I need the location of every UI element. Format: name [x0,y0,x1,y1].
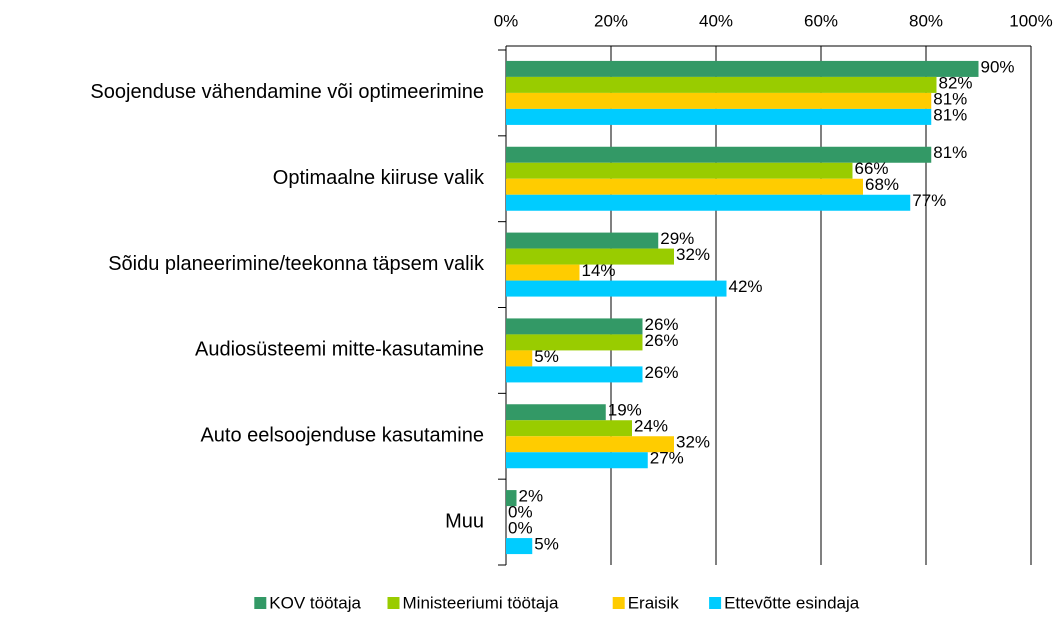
value-label: 2% [519,487,544,506]
legend-label: KOV töötaja [269,593,361,612]
bar [506,76,937,93]
bar [506,162,853,179]
x-tick-label: 100% [1009,11,1052,30]
value-label: 0% [508,519,533,538]
value-label: 81% [933,89,967,108]
bar [506,318,643,335]
y-tick-label: Muu [445,510,484,532]
x-tick-label: 80% [909,11,943,30]
y-tick-label: Optimaalne kiiruse valik [273,167,485,189]
y-tick-label: Audiosüsteemi mitte-kasutamine [195,339,484,361]
bar [506,60,979,77]
value-label: 19% [608,401,642,420]
legend-label: Ettevõtte esindaja [724,593,860,612]
bar [506,280,727,297]
bar [506,92,932,109]
legend-swatch [709,597,722,609]
value-label: 26% [645,315,679,334]
legend-swatch [612,597,625,609]
bar [506,178,863,195]
bar [506,350,533,367]
value-label: 14% [582,261,616,280]
bar [506,404,606,421]
x-tick-label: 40% [699,11,733,30]
value-label: 24% [634,417,668,436]
bar [506,334,643,351]
bar [506,366,643,383]
value-label: 5% [534,535,559,554]
value-label: 5% [534,347,559,366]
value-label: 42% [729,277,763,296]
legend-swatch [254,597,267,609]
bar [506,108,932,125]
value-label: 77% [912,191,946,210]
x-tick-label: 0% [494,11,519,30]
value-label: 90% [981,57,1015,76]
bar [506,248,674,265]
y-tick-label: Sõidu planeerimine/teekonna täpsem valik [108,253,485,275]
value-label: 68% [865,175,899,194]
bar [506,146,932,163]
value-label: 26% [645,363,679,382]
value-label: 66% [855,159,889,178]
legend-label: Ministeeriumi töötaja [403,593,559,612]
value-label: 29% [660,229,694,248]
bar [506,420,632,437]
value-label: 82% [939,73,973,92]
bar [506,232,659,249]
x-tick-label: 20% [594,11,628,30]
y-tick-label: Auto eelsoojenduse kasutamine [200,425,484,447]
value-label: 81% [933,143,967,162]
legend-swatch [387,597,400,609]
value-label: 32% [676,245,710,264]
bar [506,490,517,507]
bar [506,194,911,211]
bar [506,436,674,453]
value-label: 26% [645,331,679,350]
x-tick-label: 60% [804,11,838,30]
value-label: 32% [676,433,710,452]
value-label: 27% [650,449,684,468]
bar [506,538,533,555]
value-label: 81% [933,105,967,124]
legend-label: Eraisik [628,593,680,612]
bar [506,264,580,281]
y-tick-label: Soojenduse vähendamine või optimeerimine [90,81,484,103]
value-label: 0% [508,503,533,522]
bar [506,452,648,469]
